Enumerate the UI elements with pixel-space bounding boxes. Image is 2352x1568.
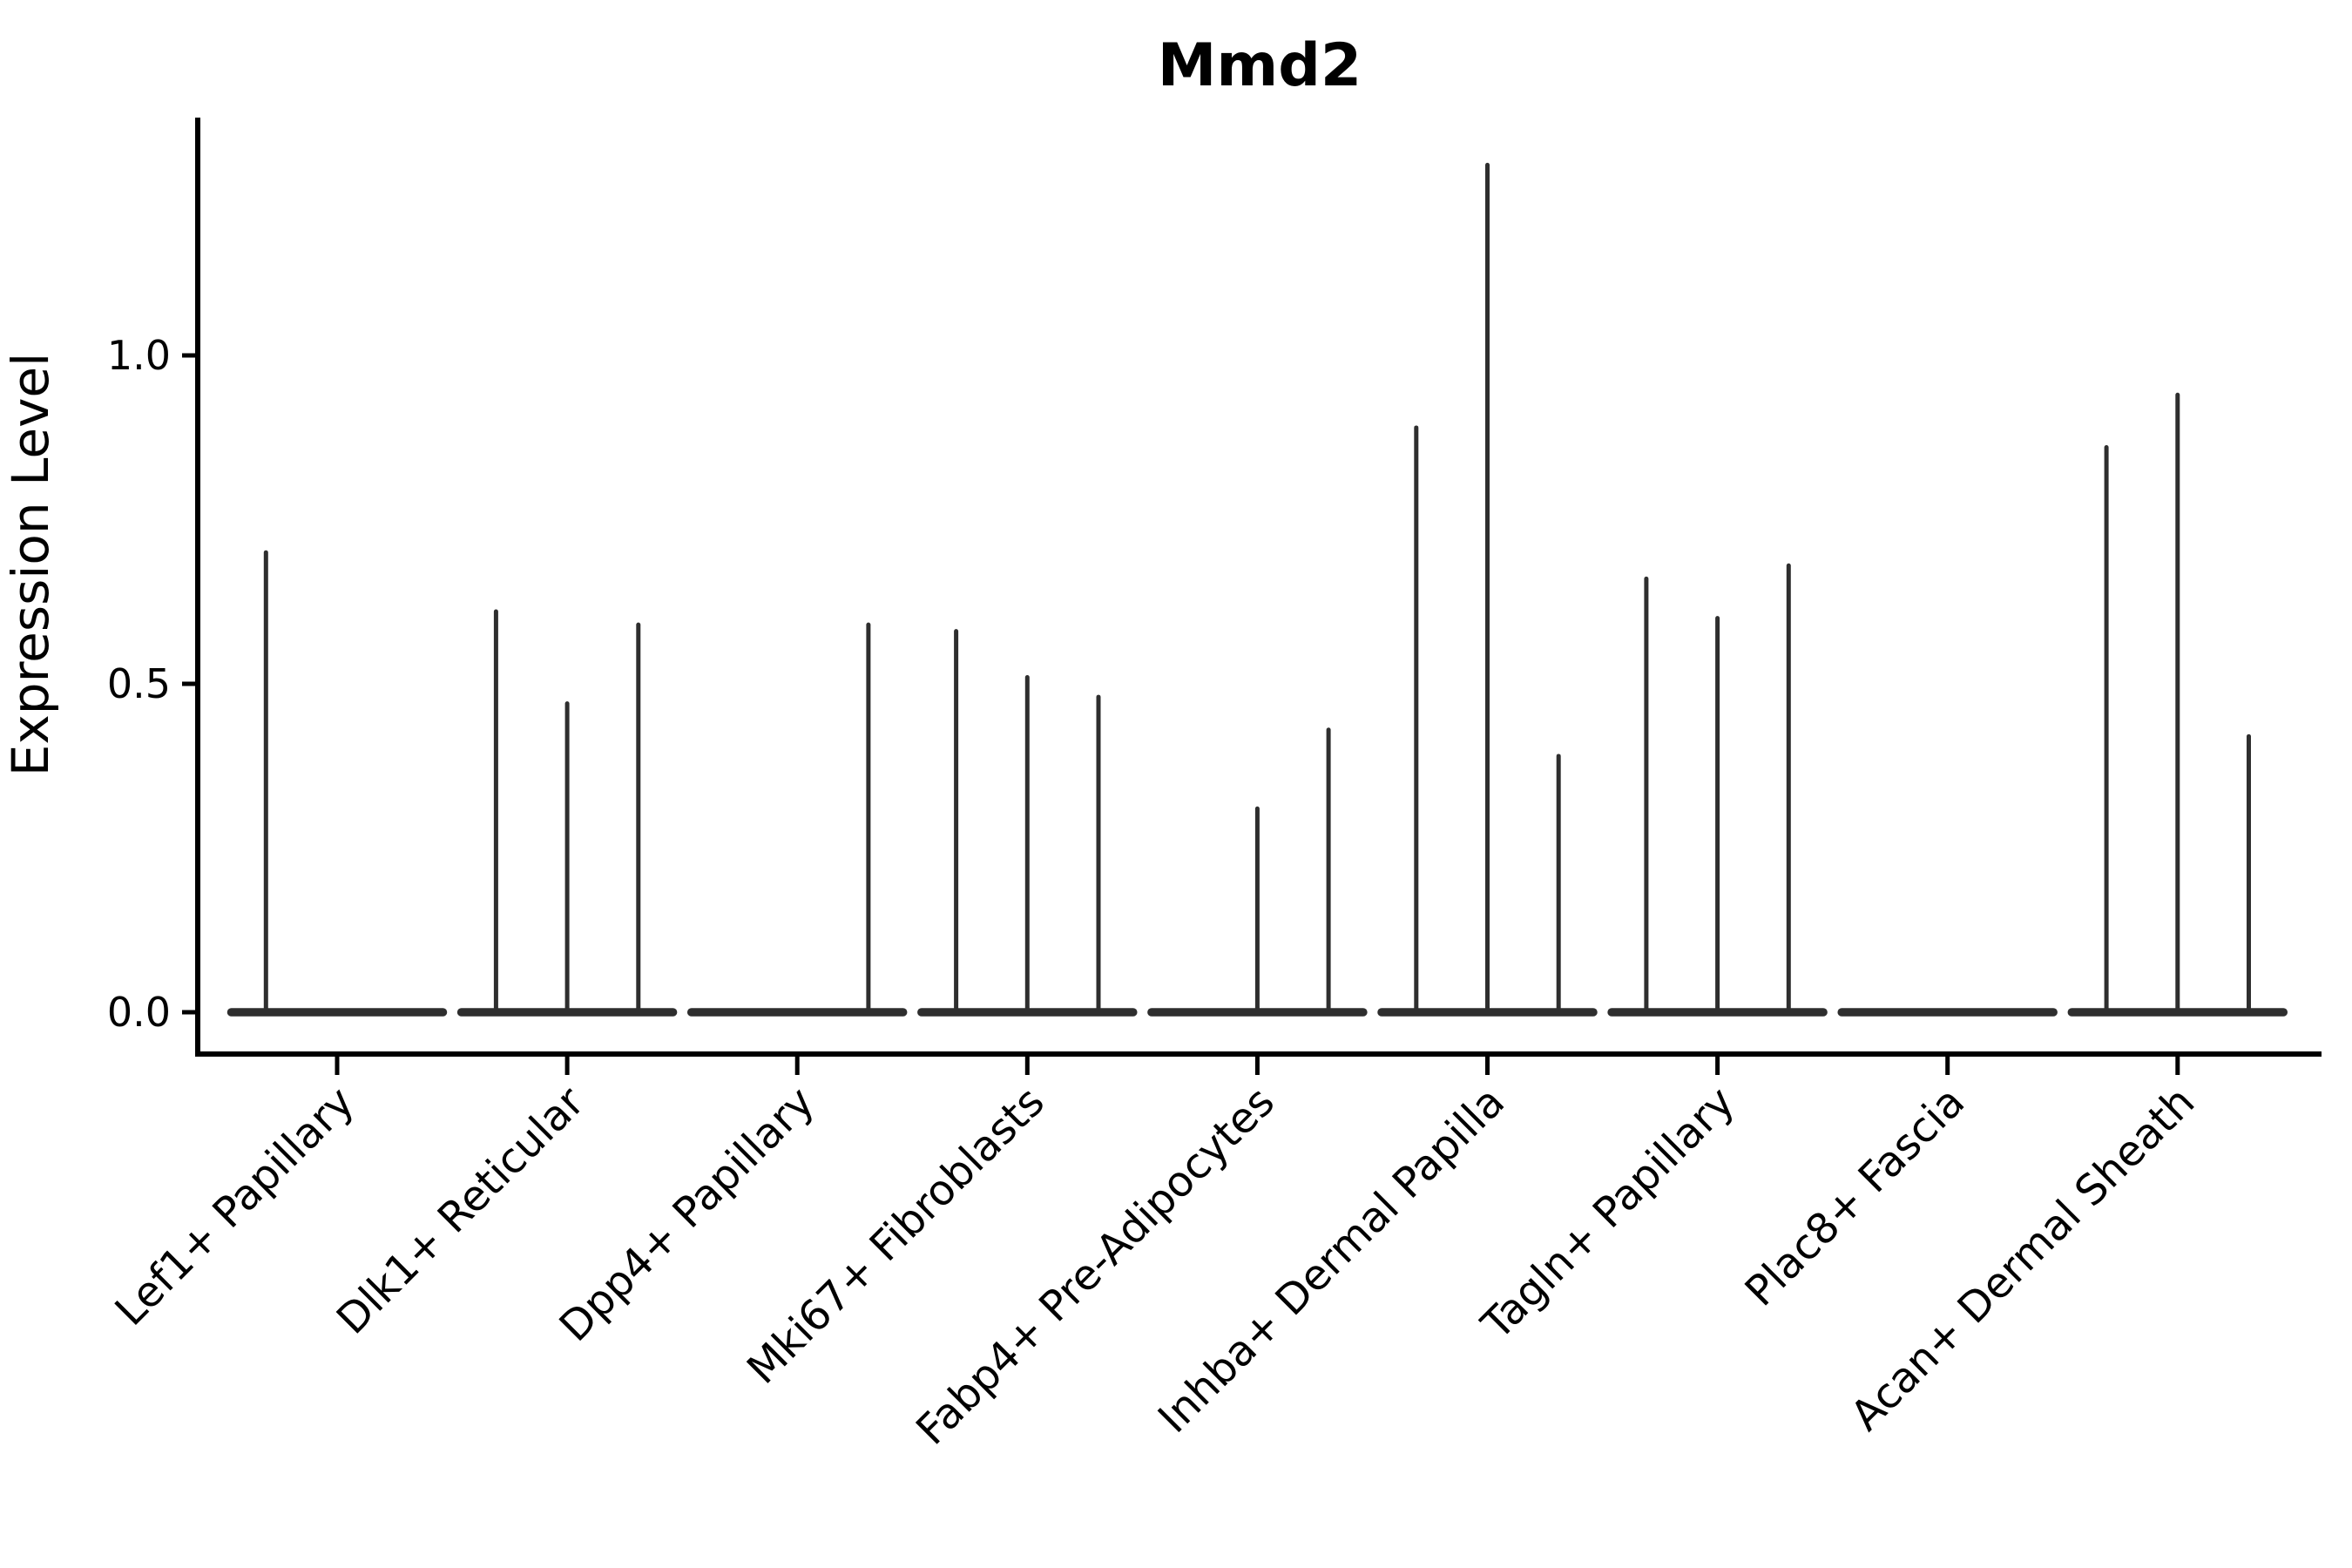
y-tick-label: 0.5 <box>107 660 171 707</box>
y-tick-label: 1.0 <box>107 332 171 379</box>
y-axis-ticks: 0.0 0.5 1.0 <box>107 332 198 1036</box>
x-tick-label: Tagln+ Papillary <box>1472 1078 1744 1349</box>
x-tick-label: Plac8+ Fascia <box>1736 1078 1975 1316</box>
x-tick-label: Dlk1+ Reticular <box>328 1078 594 1344</box>
y-tick-label: 0.0 <box>107 989 171 1036</box>
x-tick-label: Lef1+ Papillary <box>106 1078 364 1335</box>
chart-title: Mmd2 <box>1158 31 1362 100</box>
x-tick-label: Dpp4+ Papillary <box>551 1078 824 1351</box>
violins-group <box>226 162 2288 1017</box>
y-axis-label: Expression Level <box>1 353 60 776</box>
